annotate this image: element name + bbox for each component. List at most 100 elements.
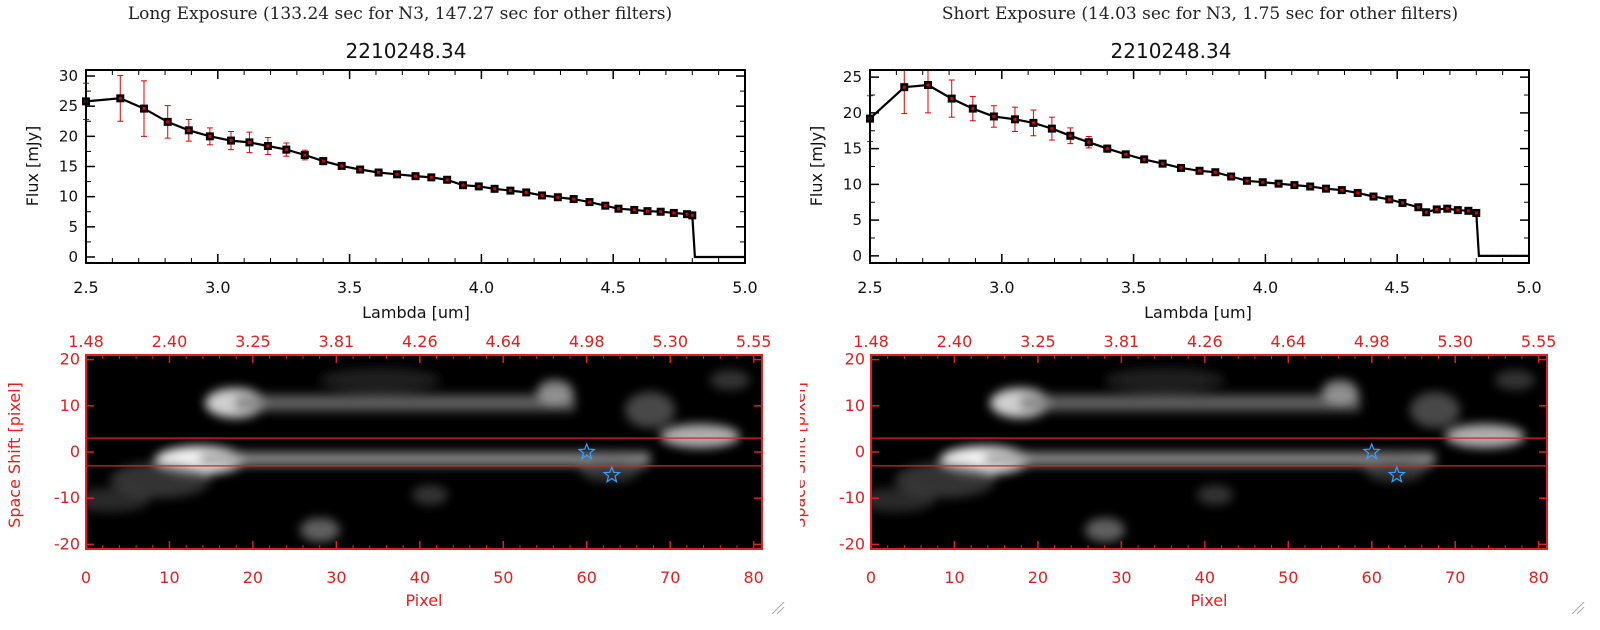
data-point-center xyxy=(1308,185,1312,189)
data-point-center xyxy=(1087,140,1091,144)
image-top-tick-label: 5.55 xyxy=(1521,332,1557,351)
data-point-center xyxy=(414,174,417,178)
data-point-center xyxy=(1013,117,1017,121)
image-top-tick-label: 3.25 xyxy=(235,332,271,351)
image-x-tick-label: 50 xyxy=(493,568,513,587)
image-top-tick-label: 4.64 xyxy=(485,332,521,351)
data-point-center xyxy=(429,175,433,179)
data-point-center xyxy=(1400,201,1404,205)
image-plot: 0 1.48 10 2.40 20 3.25 30 3.81 40 4.26 50 4.64 60 4.9… xyxy=(5,332,771,610)
x-tick-label: 4.0 xyxy=(1253,278,1278,297)
data-point-center xyxy=(645,209,649,213)
spectrum-frame xyxy=(85,69,746,264)
x-tick-label: 5.0 xyxy=(732,278,757,297)
image-x-tick-label: 80 xyxy=(1528,568,1548,587)
data-point-center xyxy=(477,184,481,188)
image-y-axis-label: Space Shift [pixel] xyxy=(5,382,24,528)
image-top-tick-label: 1.48 xyxy=(68,332,104,351)
data-point-center xyxy=(1340,188,1344,192)
data-point-center xyxy=(950,97,954,101)
data-point-center xyxy=(902,85,906,89)
star-icon xyxy=(1362,442,1381,460)
spectral-image xyxy=(86,368,750,542)
image-top-tick-label: 4.64 xyxy=(1270,332,1306,351)
image-top-tick-label: 4.98 xyxy=(1354,332,1390,351)
data-point-center xyxy=(1371,195,1375,199)
data-point-center xyxy=(1435,207,1439,211)
exposure-title: Long Exposure (133.24 sec for N3, 147.27… xyxy=(127,4,673,24)
data-point-center xyxy=(540,193,544,197)
data-point-center xyxy=(1179,166,1183,170)
y-tick-label: 0 xyxy=(852,247,862,265)
image-x-tick-label: 30 xyxy=(1111,568,1131,587)
data-point-center xyxy=(1031,121,1035,125)
exposure-title: Short Exposure (14.03 sec for N3, 1.75 s… xyxy=(941,4,1459,24)
data-point-center xyxy=(1124,152,1128,156)
spectrum-frame xyxy=(869,69,1530,264)
x-tick-label: 3.5 xyxy=(337,278,362,297)
data-point-center xyxy=(508,189,512,193)
image-top-tick-label: 5.55 xyxy=(736,332,772,351)
y-tick-label: 20 xyxy=(59,127,78,145)
y-axis-label: Flux [mJy] xyxy=(807,126,826,207)
star-icon xyxy=(577,442,596,460)
image-y-tick-label: -20 xyxy=(54,534,80,553)
data-point-center xyxy=(1387,197,1391,201)
data-point-center xyxy=(1105,147,1109,151)
y-tick-label: 25 xyxy=(59,97,78,115)
image-top-tick-label: 4.26 xyxy=(1187,332,1223,351)
image-y-axis-label: Space Shift [pixel] xyxy=(800,382,809,528)
data-point-center xyxy=(1142,157,1146,161)
data-point-center xyxy=(1050,127,1054,131)
image-top-tick-label: 2.40 xyxy=(937,332,973,351)
x-axis-label: Lambda [um] xyxy=(1144,303,1252,322)
data-point-center xyxy=(1445,207,1449,211)
image-plot: 0 1.48 10 2.40 20 3.25 30 3.81 40 4.26 50 4.64 60 4.9… xyxy=(800,332,1556,610)
spectrum-title: 2210248.34 xyxy=(346,39,467,63)
image-y-tick-label: -10 xyxy=(839,488,865,507)
image-y-tick-label: -20 xyxy=(839,534,865,553)
x-tick-label: 4.5 xyxy=(1384,278,1409,297)
image-x-tick-label: 0 xyxy=(81,568,91,587)
spectrum-plot: 2210248.34 0 5 10 15 20 25 30 2.5 3.0 3.5 4.0 4.5 5… xyxy=(23,39,758,322)
data-point-center xyxy=(1324,187,1328,191)
y-tick-label: 30 xyxy=(59,67,78,85)
image-x-tick-label: 70 xyxy=(660,568,680,587)
data-point-center xyxy=(1292,183,1296,187)
image-x-axis-label: Pixel xyxy=(1190,591,1227,610)
data-point-center xyxy=(266,144,270,148)
image-y-tick-label: 0 xyxy=(855,442,865,461)
data-point-center xyxy=(659,210,663,214)
image-top-tick-label: 4.98 xyxy=(569,332,605,351)
image-top-tick-label: 5.30 xyxy=(1437,332,1473,351)
image-x-tick-label: 60 xyxy=(1362,568,1382,587)
data-point-center xyxy=(1277,182,1281,186)
y-tick-label: 15 xyxy=(843,140,862,158)
data-point-center xyxy=(377,171,381,175)
x-axis-ticks: 2.5 3.0 3.5 4.0 4.5 5.0 xyxy=(73,70,758,297)
long-exposure-panel: Long Exposure (133.24 sec for N3, 147.27… xyxy=(5,4,785,615)
spectrum-title: 2210248.34 xyxy=(1111,39,1232,63)
x-tick-label: 4.5 xyxy=(600,278,625,297)
star-markers xyxy=(577,442,622,483)
resize-grip-icon xyxy=(771,601,785,615)
star-markers xyxy=(1362,442,1407,483)
image-x-axis-label: Pixel xyxy=(405,591,442,610)
data-point-center xyxy=(632,208,636,212)
data-point-center xyxy=(358,168,362,172)
image-axis-ticks: 0 1.48 10 2.40 20 3.25 30 3.81 40 4.26 50 4.64 60 4.9… xyxy=(54,332,772,587)
error-bars xyxy=(867,69,1529,257)
data-point-center xyxy=(616,207,620,211)
x-tick-label: 3.0 xyxy=(205,278,230,297)
data-point-center xyxy=(321,159,325,163)
data-point-center xyxy=(118,96,122,100)
y-tick-label: 25 xyxy=(843,68,862,86)
error-bars xyxy=(83,74,745,258)
spectral-image xyxy=(871,368,1535,542)
spectrum-plot: 2210248.34 0 5 10 15 20 25 2.5 3.0 3.5 4.0 4.5 5.0… xyxy=(807,39,1542,322)
image-x-tick-label: 20 xyxy=(243,568,263,587)
data-point-center xyxy=(587,200,591,204)
image-top-tick-label: 1.48 xyxy=(853,332,889,351)
image-y-tick-label: 20 xyxy=(845,350,865,369)
image-top-tick-label: 4.26 xyxy=(402,332,438,351)
